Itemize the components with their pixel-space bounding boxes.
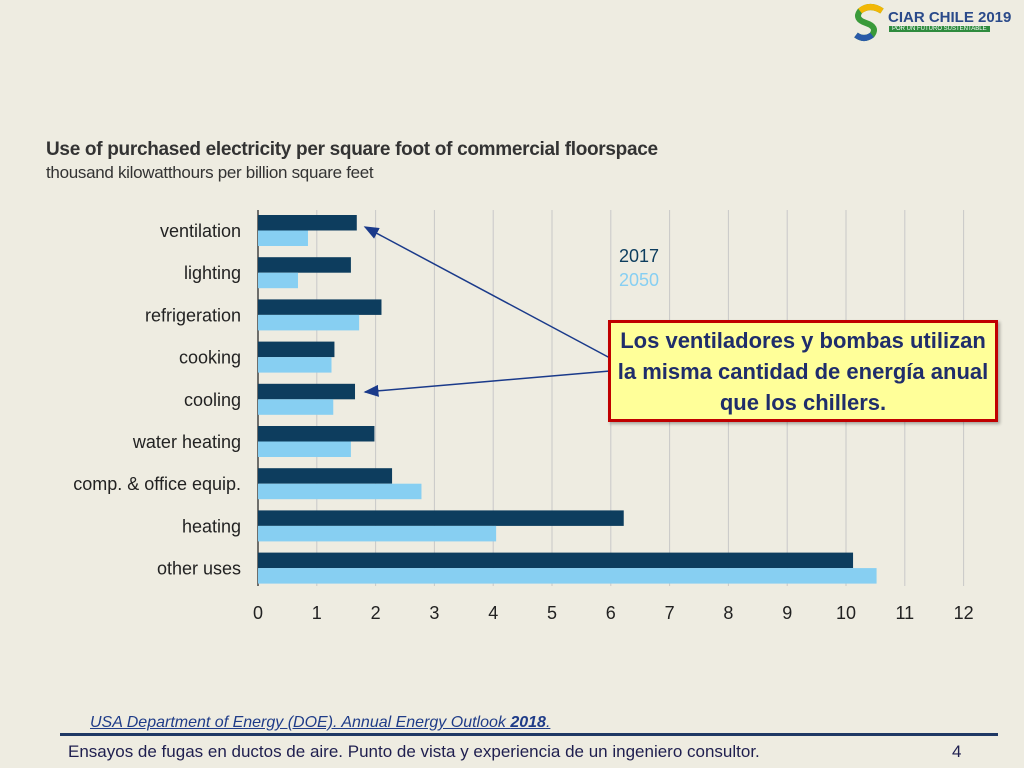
x-tick-label: 6	[606, 603, 616, 623]
chart-title: Use of purchased electricity per square …	[46, 139, 658, 160]
bar-2017-3	[258, 341, 335, 358]
callout-text: Los ventiladores y bombas utilizan la mi…	[617, 327, 989, 415]
x-tick-label: 4	[488, 603, 498, 623]
category-label: refrigeration	[145, 305, 241, 325]
category-label: other uses	[157, 559, 241, 579]
bar-2050-7	[258, 525, 497, 542]
logo-title: CIAR CHILE 2019	[888, 9, 1012, 26]
bar-2017-2	[258, 299, 382, 315]
x-tick-label: 0	[253, 603, 263, 623]
ciar-chile-logo: CIAR CHILE 2019 POR UN FUTURO SUSTENTABL…	[852, 3, 1011, 47]
bar-2050-8	[258, 568, 877, 584]
callout-arrow-ventilation	[363, 226, 611, 359]
callout-arrow-cooling	[363, 370, 611, 397]
bar-2050-6	[258, 483, 422, 500]
callout-box: Los ventiladores y bombas utilizan la mi…	[608, 320, 998, 422]
bar-2017-5	[258, 426, 375, 442]
source-text: USA Department of Energy (DOE). Annual E…	[90, 714, 511, 731]
bar-2050-3	[258, 357, 332, 373]
x-tick-label: 9	[782, 603, 792, 623]
category-label: cooling	[184, 390, 241, 410]
legend-2017: 2017	[619, 246, 659, 266]
source-link[interactable]: USA Department of Energy (DOE). Annual E…	[90, 714, 550, 732]
x-tick-label: 8	[723, 603, 733, 623]
logo-tagline: POR UN FUTURO SUSTENTABLE	[889, 26, 990, 32]
x-tick-label: 11	[895, 603, 914, 623]
x-tick-label: 3	[429, 603, 439, 623]
category-label: comp. & office equip.	[73, 474, 241, 494]
x-tick-label: 1	[312, 603, 322, 623]
x-tick-label: 5	[547, 603, 557, 623]
chart-subtitle: thousand kilowatthours per billion squar…	[46, 163, 374, 182]
bar-2050-5	[258, 441, 351, 457]
bar-2050-4	[258, 399, 334, 415]
source-end: .	[545, 714, 551, 731]
bar-2050-1	[258, 272, 298, 289]
bar-2017-1	[258, 257, 351, 273]
x-tick-label: 12	[954, 603, 974, 623]
category-label: water heating	[132, 432, 241, 452]
x-tick-label: 10	[836, 603, 856, 623]
bar-2050-2	[258, 314, 360, 331]
category-label: ventilation	[160, 221, 241, 241]
x-tick-label: 2	[371, 603, 381, 623]
footer-divider	[60, 733, 998, 736]
category-label: cooking	[179, 348, 241, 368]
bar-2017-8	[258, 552, 854, 569]
ciar-logo-s-icon	[854, 4, 884, 41]
legend-2050: 2050	[619, 270, 659, 290]
bar-2017-4	[258, 383, 356, 400]
page-number: 4	[952, 742, 962, 761]
category-label: heating	[182, 516, 241, 536]
bar-2017-0	[258, 215, 357, 231]
footer-text: Ensayos de fugas en ductos de aire. Punt…	[68, 742, 760, 761]
bar-2017-7	[258, 510, 624, 526]
x-tick-label: 7	[665, 603, 675, 623]
bar-2017-6	[258, 468, 393, 484]
category-label: lighting	[184, 263, 241, 283]
source-year: 2018	[510, 714, 546, 731]
bar-2050-0	[258, 230, 308, 246]
